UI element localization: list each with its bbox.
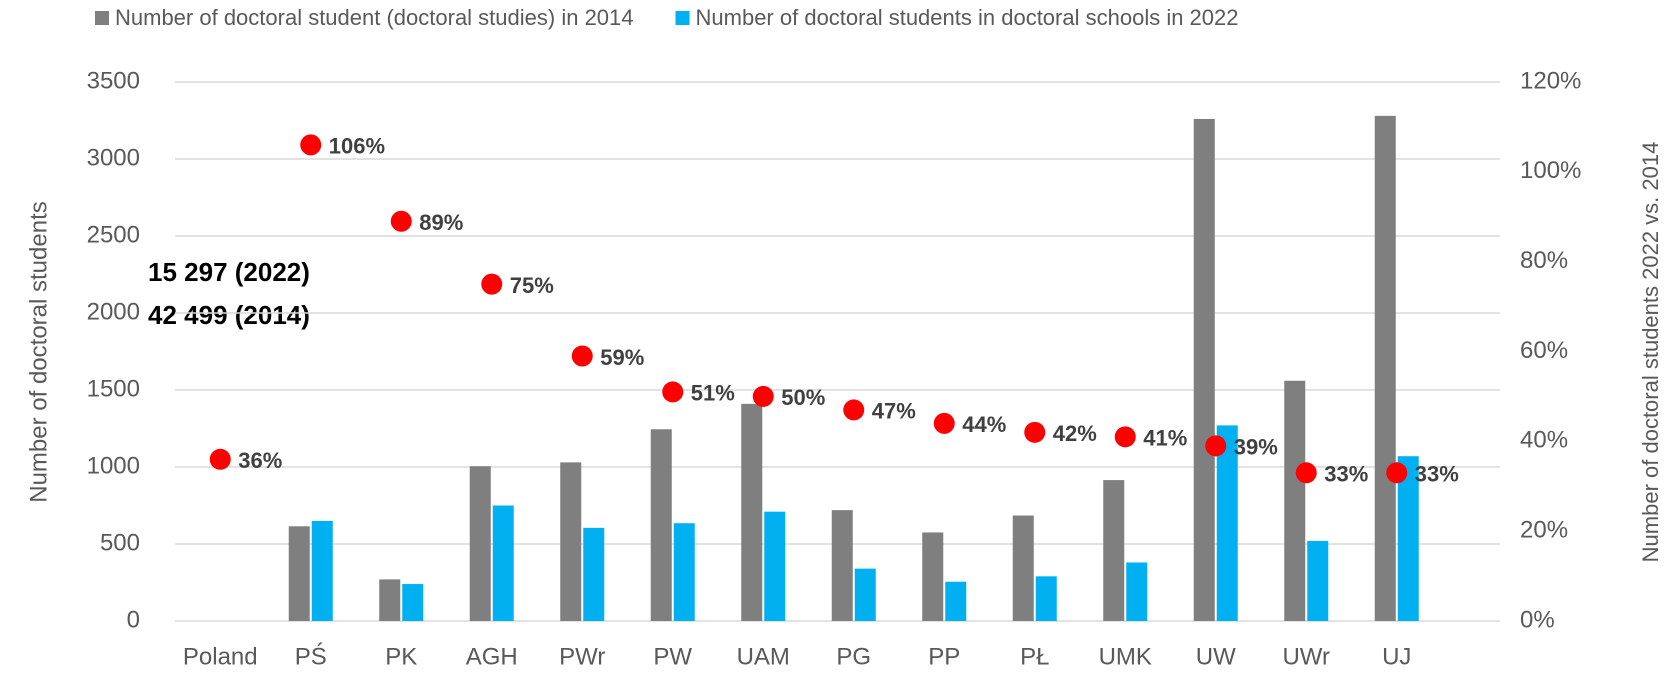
legend-swatch — [675, 11, 690, 25]
y-tick-label: 0 — [127, 606, 140, 633]
data-label: 33% — [1415, 462, 1459, 487]
x-tick-label: UAM — [737, 643, 790, 670]
x-tick-label: Poland — [183, 643, 258, 670]
data-label: 89% — [419, 210, 463, 235]
y2-tick-label: 40% — [1520, 427, 1568, 454]
x-tick-label: PP — [928, 643, 960, 670]
y-tick-label: 500 — [100, 529, 140, 556]
bar — [854, 568, 876, 621]
y-axis-title: Number of doctoral students — [25, 201, 52, 503]
legend-swatch — [95, 11, 109, 25]
x-tick-label: UJ — [1382, 643, 1411, 670]
x-tick-label: UMK — [1099, 643, 1152, 670]
bar — [583, 527, 605, 621]
bar — [1193, 118, 1215, 622]
bar — [1307, 540, 1329, 621]
dot — [1114, 426, 1136, 448]
data-label: 59% — [600, 345, 644, 370]
data-label: 41% — [1143, 426, 1187, 451]
x-tick-label: UWr — [1282, 643, 1330, 670]
dot — [933, 412, 955, 434]
x-tick-label: AGH — [466, 643, 518, 670]
y2-tick-label: 20% — [1520, 517, 1568, 544]
data-label: 50% — [781, 385, 825, 410]
data-label: 44% — [962, 412, 1006, 437]
y2-tick-label: 100% — [1520, 157, 1581, 184]
y-tick-label: 2500 — [87, 221, 140, 248]
dot — [571, 345, 593, 367]
bar — [560, 462, 582, 621]
annotation: 15 297 (2022) — [148, 257, 310, 287]
x-tick-label: UW — [1196, 643, 1236, 670]
bar — [402, 584, 424, 621]
y-tick-label: 2000 — [87, 298, 140, 325]
data-label: 75% — [510, 273, 554, 298]
dot — [1295, 462, 1317, 484]
bar — [764, 511, 786, 621]
bar — [1284, 380, 1306, 621]
bar — [1035, 576, 1057, 621]
y2-tick-label: 120% — [1520, 67, 1581, 94]
bar — [379, 579, 401, 621]
dot — [752, 385, 774, 407]
dot — [1024, 421, 1046, 443]
data-label: 39% — [1234, 435, 1278, 460]
dot — [390, 210, 412, 232]
y2-tick-label: 80% — [1520, 247, 1568, 274]
y-tick-label: 3000 — [87, 144, 140, 171]
bar — [922, 532, 944, 621]
y2-tick-label: 60% — [1520, 337, 1568, 364]
legend-label: Number of doctoral students in doctoral … — [696, 5, 1239, 30]
bar — [311, 520, 333, 621]
bar — [469, 466, 491, 621]
bar — [1012, 515, 1034, 621]
dot — [843, 399, 865, 421]
dot — [300, 134, 322, 156]
y-tick-label: 1000 — [87, 452, 140, 479]
bar — [673, 523, 695, 621]
data-label: 33% — [1324, 462, 1368, 487]
y-tick-label: 3500 — [87, 67, 140, 94]
bar — [1126, 562, 1148, 621]
dot — [481, 273, 503, 295]
data-label: 51% — [691, 381, 735, 406]
x-tick-label: PWr — [559, 643, 605, 670]
x-tick-label: PŚ — [295, 642, 327, 670]
bar — [1397, 456, 1419, 621]
bar — [945, 581, 967, 621]
data-label: 42% — [1053, 421, 1097, 446]
bar — [288, 526, 310, 621]
x-tick-label: PK — [385, 643, 417, 670]
y2-axis-title: Number of doctoral students 2022 vs. 201… — [1638, 142, 1663, 563]
bar — [741, 403, 763, 621]
dot — [1205, 435, 1227, 457]
x-tick-label: PW — [653, 643, 692, 670]
dot — [209, 448, 231, 470]
data-label: 36% — [238, 448, 282, 473]
data-label: 106% — [329, 134, 385, 159]
data-label: 47% — [872, 399, 916, 424]
bar — [1103, 480, 1125, 621]
x-tick-label: PŁ — [1020, 643, 1049, 670]
x-tick-label: PG — [836, 643, 871, 670]
annotation: 42 499 (2014) — [148, 300, 310, 330]
bar — [1374, 115, 1396, 621]
legend-label: Number of doctoral student (doctoral stu… — [115, 5, 634, 30]
bar — [650, 429, 672, 621]
dot — [662, 381, 684, 403]
y2-tick-label: 0% — [1520, 606, 1555, 633]
bar — [831, 510, 853, 621]
y-tick-label: 1500 — [87, 375, 140, 402]
bar — [492, 505, 514, 621]
dot — [1386, 462, 1408, 484]
bar — [1216, 425, 1238, 621]
